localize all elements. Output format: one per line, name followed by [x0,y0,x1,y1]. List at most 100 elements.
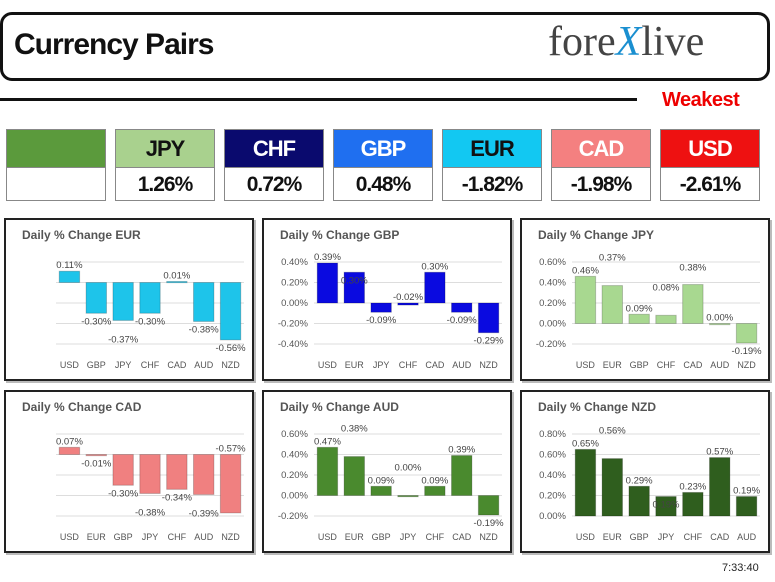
data-label: 0.65% [572,438,599,449]
y-tick-label: 0.40% [539,278,566,289]
bar [112,282,134,321]
header-box [0,12,770,81]
tile-currency-label: CAD [578,135,625,161]
x-tick-label: GBP [630,360,649,370]
chart-title: Daily % Change EUR [22,228,141,242]
y-tick-label: 0.00% [539,511,566,522]
data-label: 0.38% [341,424,368,435]
currency-tile: CHF 0.72% [224,129,324,201]
data-label: 0.37% [599,253,626,264]
x-tick-label: NZD [221,532,240,542]
tile-currency [7,130,105,168]
x-tick-label: CAD [167,360,187,370]
bar [682,491,704,517]
y-tick-label: 0.20% [539,491,566,502]
data-label: 0.46% [572,265,599,276]
tile-value-text: -1.82% [461,172,524,196]
data-label: -0.01% [81,459,112,470]
tile-currency: GBP [334,130,432,168]
y-tick-label: 0.20% [281,278,308,289]
tile-value: -2.61% [661,168,759,201]
tile-currency-label: JPY [145,135,186,161]
x-tick-label: CHF [684,532,703,542]
bar-chart: USD GBP JPY CHF CAD AUD NZD 0.11% -0.30% -0.37% -0… [56,260,246,370]
tile-value: -1.82% [443,168,541,201]
data-label: 0.08% [653,282,680,293]
data-label: 0.19% [653,500,680,511]
data-label: -0.19% [474,518,505,529]
data-label: -0.39% [189,508,220,519]
tile-currency: CHF [225,130,323,168]
bar [682,284,704,325]
data-label: 0.30% [341,275,368,286]
x-tick-label: JPY [658,532,675,542]
x-tick-label: CAD [452,532,472,542]
data-label: -0.29% [474,336,505,347]
data-label: -0.02% [393,292,424,303]
x-tick-label: EUR [345,360,365,370]
y-tick-label: 0.60% [539,450,566,461]
currency-tile: USD -2.61% [660,129,760,201]
bar [601,285,623,324]
y-tick-label: 0.60% [281,429,308,440]
x-tick-label: JPY [400,532,417,542]
bar [85,282,107,314]
bar [735,323,758,344]
tile-value-text: 0.48% [355,172,412,196]
x-tick-label: AUD [452,360,472,370]
currency-tile: CAD -1.98% [551,129,651,201]
y-tick-label: 0.80% [539,429,566,440]
x-tick-label: NZD [479,532,498,542]
bar-chart: 0.60% 0.40% 0.20% 0.00% -0.20% USD EUR GBP JPY CH… [278,424,505,542]
data-label: -0.09% [447,315,478,326]
bar [316,446,339,496]
data-label: 0.00% [395,463,422,474]
y-tick-label: 0.20% [539,298,566,309]
tile-currency-label: GBP [360,135,407,161]
bar [343,271,365,304]
bar [343,456,365,497]
currency-tile: EUR -1.82% [442,129,542,201]
chart-title: Daily % Change NZD [538,400,657,414]
weakest-label: Weakest [662,89,740,111]
data-label: 0.01% [163,270,190,281]
x-tick-label: AUD [194,360,214,370]
data-label: 0.00% [706,313,733,324]
data-label: 0.30% [421,261,448,272]
chart-panel: Daily % Change JPY 0.60% 0.40% 0.20% 0.00% -0… [520,218,770,381]
x-tick-label: CHF [657,360,676,370]
bar [85,454,107,457]
chart-panel: Daily % Change EUR USD GBP JPY CHF CAD AUD NZD 0… [4,218,254,381]
chart-title: Daily % Change CAD [22,400,142,414]
y-tick-label: -0.20% [278,319,309,330]
bar [316,262,339,304]
data-label: 0.11% [56,260,83,271]
page-title: Currency Pairs [14,28,214,61]
x-tick-label: EUR [603,532,623,542]
tile-value [7,168,105,201]
y-tick-label: -0.40% [278,339,309,350]
x-tick-label: CHF [426,532,445,542]
divider [0,98,637,101]
tile-currency: EUR [443,130,541,168]
bar [397,302,419,306]
bar [628,313,650,325]
data-label: 0.38% [679,263,706,274]
bar [193,282,215,322]
chart-panel: Daily % Change AUD 0.60% 0.40% 0.20% 0.00% -0… [262,390,512,553]
bar-chart: 0.60% 0.40% 0.20% 0.00% -0.20% USD EUR GBP CHF CA… [536,253,762,370]
x-tick-label: NZD [221,360,240,370]
tile-value: 0.72% [225,168,323,201]
y-tick-label: 0.40% [281,450,308,461]
x-tick-label: CAD [425,360,445,370]
data-label: 0.09% [368,475,395,486]
tile-value-text: 0.72% [246,172,303,196]
tile-value: 0.48% [334,168,432,201]
bar [709,457,731,517]
x-tick-label: AUD [710,360,730,370]
bar [219,282,242,341]
tile-currency-label: USD [688,135,732,161]
currency-tile: JPY 1.26% [115,129,215,201]
x-tick-label: EUR [345,532,365,542]
data-label: -0.38% [135,507,166,518]
